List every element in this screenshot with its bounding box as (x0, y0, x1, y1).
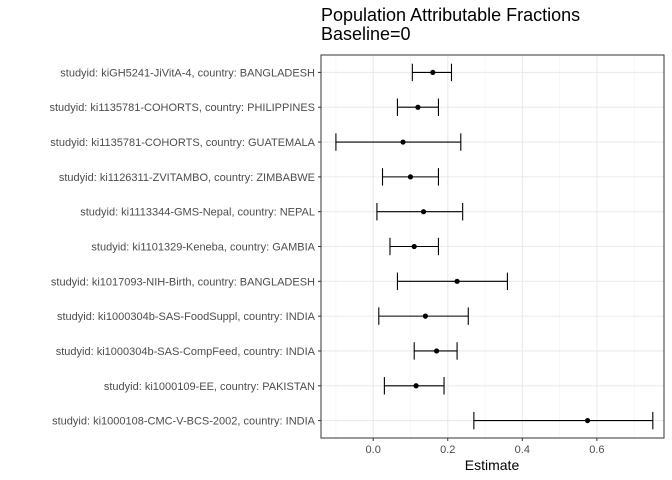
y-tick-label: studyid: ki1135781-COHORTS, country: GUA… (50, 137, 315, 149)
major-gridlines (321, 55, 664, 438)
x-tick-label: 0.2 (440, 444, 455, 456)
y-tick-label: studyid: ki1017093-NIH-Birth, country: B… (51, 276, 315, 288)
estimate-point (420, 209, 427, 215)
x-tick-label: 0.6 (589, 444, 604, 456)
x-tick-label: 0.0 (366, 444, 381, 456)
estimate-point (433, 348, 440, 354)
y-tick-label: studyid: ki1000108-CMC-V-BCS-2002, count… (52, 416, 316, 428)
estimate-point (407, 174, 414, 180)
y-tick-label: studyid: kiGH5241-JiVitA-4, country: BAN… (60, 67, 315, 79)
estimate-points (400, 69, 591, 424)
x-axis-label: Estimate (465, 457, 520, 473)
error-bars (335, 63, 654, 430)
y-axis-ticks: studyid: kiGH5241-JiVitA-4, country: BAN… (49, 67, 321, 428)
x-tick-label: 0.4 (515, 444, 530, 456)
y-tick-label: studyid: ki1101329-Keneba, country: GAMB… (91, 242, 315, 254)
y-tick-label: studyid: ki1000109-EE, country: PAKISTAN (104, 381, 315, 393)
chart-title: Population Attributable Fractions (321, 5, 580, 25)
estimate-point (454, 278, 460, 284)
y-tick-label: studyid: ki1113344-GMS-Nepal, country: N… (80, 207, 315, 219)
estimate-point (584, 417, 591, 424)
estimate-point (400, 139, 406, 145)
estimate-point (411, 243, 417, 250)
estimate-point (413, 383, 419, 389)
estimate-point (430, 69, 436, 76)
y-tick-label: studyid: ki1000304b-SAS-FoodSuppl, count… (57, 311, 316, 323)
x-axis-ticks: 0.0 0.2 0.4 0.6 (366, 438, 605, 456)
chart-subtitle: Baseline=0 (321, 24, 411, 44)
estimate-point (415, 104, 421, 110)
y-tick-label: studyid: ki1126311-ZVITAMBO, country: ZI… (59, 172, 315, 184)
y-tick-label: studyid: ki1135781-COHORTS, country: PHI… (49, 102, 315, 114)
estimate-point (422, 313, 428, 319)
y-tick-label: studyid: ki1000304b-SAS-CompFeed, countr… (56, 346, 316, 358)
